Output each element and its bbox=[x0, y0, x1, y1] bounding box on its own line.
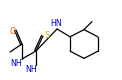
Text: HN: HN bbox=[50, 20, 62, 28]
Text: NH: NH bbox=[10, 58, 22, 68]
Text: NH: NH bbox=[25, 64, 37, 74]
Text: O: O bbox=[10, 26, 16, 36]
Text: S: S bbox=[44, 30, 50, 40]
